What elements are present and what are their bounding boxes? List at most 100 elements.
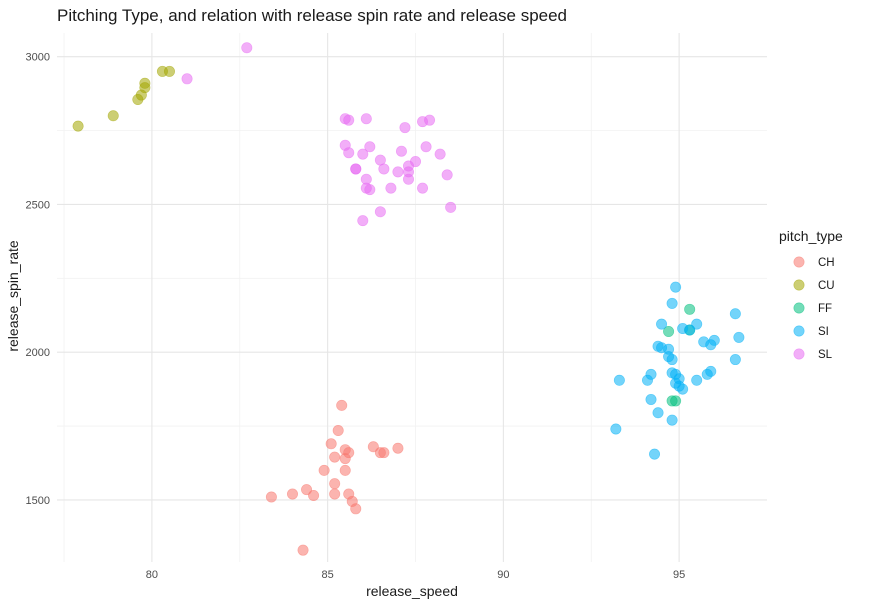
data-point (301, 484, 313, 496)
data-point (729, 308, 741, 320)
data-point (395, 145, 407, 157)
data-point (364, 184, 376, 196)
data-point (163, 65, 175, 77)
chart-title: Pitching Type, and relation with release… (57, 6, 567, 25)
data-point (610, 423, 622, 435)
legend-key-sl (793, 348, 805, 360)
legend: pitch_type CH CU FF SI SL (779, 228, 843, 361)
x-tick-label: 85 (322, 569, 334, 581)
data-point (666, 354, 678, 366)
data-point (417, 182, 429, 194)
data-point (241, 42, 253, 54)
data-point (139, 77, 151, 89)
data-point (357, 215, 369, 227)
data-point (684, 303, 696, 315)
data-point (666, 414, 678, 426)
data-point (445, 201, 457, 213)
grid (57, 33, 767, 562)
legend-label-si: SI (818, 326, 829, 338)
series-cu (72, 65, 175, 132)
legend-label-ch: CH (818, 257, 835, 269)
data-point (705, 339, 717, 351)
data-point (441, 169, 453, 181)
data-point (181, 73, 193, 85)
y-tick-label: 1500 (26, 495, 50, 507)
data-point (107, 110, 119, 122)
data-point (666, 395, 678, 407)
data-point (691, 318, 703, 330)
x-tick-label: 95 (673, 569, 685, 581)
data-point (378, 447, 390, 459)
series-si (610, 281, 745, 460)
data-point (308, 490, 320, 502)
data-point (336, 399, 348, 411)
data-point (343, 114, 355, 126)
x-axis-ticks: 80 85 90 95 (146, 569, 685, 581)
data-point (325, 438, 337, 450)
data-point (364, 141, 376, 153)
data-point (424, 114, 436, 126)
data-point (392, 442, 404, 454)
data-point (343, 147, 355, 159)
legend-key-ff (793, 302, 805, 314)
y-axis-title: release_spin_rate (5, 240, 21, 352)
data-point (385, 182, 397, 194)
data-point (399, 122, 411, 134)
data-point (339, 453, 351, 465)
data-point (733, 331, 745, 343)
x-axis-title: release_speed (366, 583, 458, 599)
data-point (297, 544, 309, 556)
legend-title: pitch_type (779, 228, 843, 244)
series-ch (265, 399, 404, 556)
data-point (641, 374, 653, 386)
legend-key-ch (793, 256, 805, 268)
y-tick-label: 2500 (26, 199, 50, 211)
data-point (613, 374, 625, 386)
legend-key-si (793, 325, 805, 337)
data-point (329, 451, 341, 463)
data-point (392, 166, 404, 178)
data-point (645, 393, 657, 405)
x-tick-label: 90 (497, 569, 509, 581)
data-point (329, 488, 341, 500)
data-point (677, 383, 689, 395)
legend-label-ff: FF (818, 303, 832, 315)
y-tick-label: 2000 (26, 347, 50, 359)
data-point (434, 148, 446, 160)
data-point (656, 318, 668, 330)
y-tick-label: 3000 (26, 52, 50, 64)
data-point (265, 491, 277, 503)
plot-points (72, 42, 745, 556)
data-point (286, 488, 298, 500)
data-point (729, 354, 741, 366)
data-point (360, 113, 372, 125)
data-point (652, 407, 664, 419)
data-point (350, 503, 362, 515)
data-point (649, 448, 661, 460)
legend-label-sl: SL (818, 349, 833, 361)
data-point (701, 368, 713, 380)
data-point (357, 148, 369, 160)
data-point (663, 325, 675, 337)
y-axis-ticks: 1500 2000 2500 3000 (26, 52, 50, 507)
x-tick-label: 80 (146, 569, 158, 581)
data-point (684, 324, 696, 336)
series-sl (181, 42, 457, 227)
data-point (420, 141, 432, 153)
data-point (670, 281, 682, 293)
data-point (402, 173, 414, 185)
data-point (691, 374, 703, 386)
data-point (332, 424, 344, 436)
legend-label-cu: CU (818, 280, 835, 292)
data-point (350, 163, 362, 175)
legend-key-cu (793, 279, 805, 291)
data-point (318, 464, 330, 476)
data-point (367, 441, 379, 453)
data-point (329, 478, 341, 490)
data-point (72, 120, 84, 132)
data-point (666, 297, 678, 309)
data-point (339, 464, 351, 476)
data-point (374, 206, 386, 218)
data-point (378, 163, 390, 175)
